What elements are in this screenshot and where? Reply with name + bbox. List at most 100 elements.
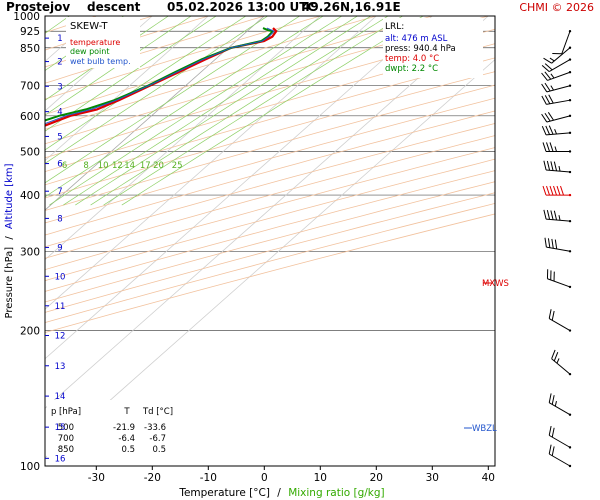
lrl-box <box>383 18 483 78</box>
wind-barb-flag <box>560 185 564 196</box>
altitude-tick-label: 6 <box>57 160 62 170</box>
wind-barbs <box>541 30 572 468</box>
wind-barb-flag <box>548 94 554 104</box>
wind-barb-flag <box>548 309 552 319</box>
temperature-tick-label: -30 <box>88 472 105 484</box>
dry-adiabat-line <box>45 16 377 115</box>
wind-barb-staff <box>551 47 571 64</box>
pressure-tick-label: 200 <box>20 326 40 338</box>
wind-barb-flag <box>554 239 558 250</box>
wind-barb-flag <box>544 95 551 104</box>
table-cell: 500 <box>58 423 74 433</box>
background-line-labels: 0.20.511.423468101214172025-80 °C-70-60-… <box>62 161 183 171</box>
wind-barb-flag <box>541 64 550 72</box>
wind-barb <box>544 237 572 253</box>
wind-barb-flag <box>544 71 552 80</box>
series-line <box>45 27 278 127</box>
wind-barb-flag <box>549 142 554 152</box>
wind-barb-half-flag <box>558 215 561 221</box>
y-axis-title-sep: / <box>4 236 15 240</box>
wind-barb-flag <box>544 63 553 71</box>
y-axis-title-altitude: Altitude [km] <box>4 163 15 229</box>
wind-barb-staff <box>546 132 571 136</box>
sounding-profiles <box>45 27 278 127</box>
altitude-tick-label: 14 <box>55 392 66 402</box>
wind-barb-base <box>568 413 572 416</box>
isotherm-line <box>45 16 265 211</box>
isotherm-line <box>45 16 209 162</box>
wind-barb-flag <box>547 238 551 248</box>
mixing-ratio-label: 8 <box>83 161 88 171</box>
mixing-ratio-line <box>45 16 192 116</box>
dry-adiabat-line <box>45 181 495 303</box>
dry-adiabat-line <box>45 192 495 313</box>
dry-adiabat-line <box>45 16 489 145</box>
altitude-tick-label: 3 <box>57 82 62 92</box>
wind-barb-half-flag <box>554 401 557 407</box>
temperature-tick-label: -20 <box>144 472 161 484</box>
wind-barb <box>548 444 572 468</box>
lrl-dwpt: dwpt: 2.2 °C <box>385 64 438 74</box>
station-name: Prostejov <box>6 0 70 14</box>
table-header-cell: p [hPa] <box>51 407 81 417</box>
pressure-tick-label: 400 <box>20 190 40 202</box>
wind-barb-flag <box>548 425 552 436</box>
wind-barb-flag <box>544 237 547 248</box>
wind-barb-staff <box>546 85 571 93</box>
wind-barb-flag <box>541 126 547 136</box>
wind-barb-staff <box>548 318 571 331</box>
wind-barb-staff <box>548 402 571 416</box>
credit: CHMI © 2026 <box>519 1 594 14</box>
summary-table: p [hPa] T Td [°C] 500 -21.9 -33.6 700 -6.4 -6.7 8… <box>47 400 197 458</box>
wind-barb-flag <box>541 83 548 93</box>
wind-barb-flag <box>541 72 548 81</box>
wind-barb-half-flag <box>558 165 561 172</box>
wind-barb-flag <box>544 82 551 92</box>
table-cell: -33.6 <box>144 423 166 433</box>
wind-barb-flag <box>542 185 547 196</box>
table-cell: -6.4 <box>118 434 135 444</box>
altitude-tick-label: 15 <box>55 423 66 433</box>
wind-barb-flag <box>548 393 552 403</box>
altitude-tick-label: 2 <box>57 58 62 68</box>
mixing-ratio-line <box>45 16 247 151</box>
pressure-tick-label: 300 <box>20 246 40 258</box>
wind-barb-flag <box>546 185 550 196</box>
lrl-title: LRL: <box>385 22 404 32</box>
dry-adiabat-line <box>45 110 495 236</box>
wind-barb <box>541 112 572 123</box>
legend-wet-bulb: wet bulb temp. <box>70 57 131 66</box>
table-cell: 0.5 <box>121 445 135 455</box>
wind-barb <box>548 309 572 332</box>
isotherm-line <box>45 16 433 360</box>
dry-adiabat-line <box>45 170 495 292</box>
wind-barb-flag <box>543 57 552 64</box>
plot-frame <box>44 15 496 467</box>
legend-title: SKEW-T <box>70 21 108 32</box>
wind-barb-flag <box>551 349 556 359</box>
table-cell: 700 <box>58 434 74 444</box>
wind-barb-flag <box>551 446 555 456</box>
pressure-tick-label: 925 <box>20 26 40 38</box>
x-axis-title-mixing: Mixing ratio [g/kg] <box>288 487 384 499</box>
wind-barb-base <box>568 170 572 174</box>
wind-barb-base <box>568 150 572 153</box>
wind-barb-flag <box>546 142 550 152</box>
altitude-tick-label: 12 <box>55 331 66 341</box>
wind-barb-staff <box>548 434 571 448</box>
wind-barb-flag <box>551 395 555 405</box>
wind-barb-half-flag <box>556 358 560 364</box>
isotherm-line <box>45 16 377 310</box>
wind-barb-base <box>568 329 572 332</box>
summary-table-background <box>47 400 197 458</box>
dry-adiabat-line <box>45 202 495 323</box>
wind-barb <box>543 46 572 64</box>
mixing-ratio-line <box>75 16 372 206</box>
wind-barb-flag <box>549 185 554 196</box>
x-axis-title: Temperature [°C] / Mixing ratio [g/kg] <box>178 487 384 499</box>
wind-barb-flag <box>544 112 551 122</box>
temperature-tick-label: 30 <box>426 472 439 484</box>
wind-barb-base <box>568 114 572 118</box>
wind-barb-flag <box>542 142 547 152</box>
mixing-ratio-label: 14 <box>124 161 135 171</box>
